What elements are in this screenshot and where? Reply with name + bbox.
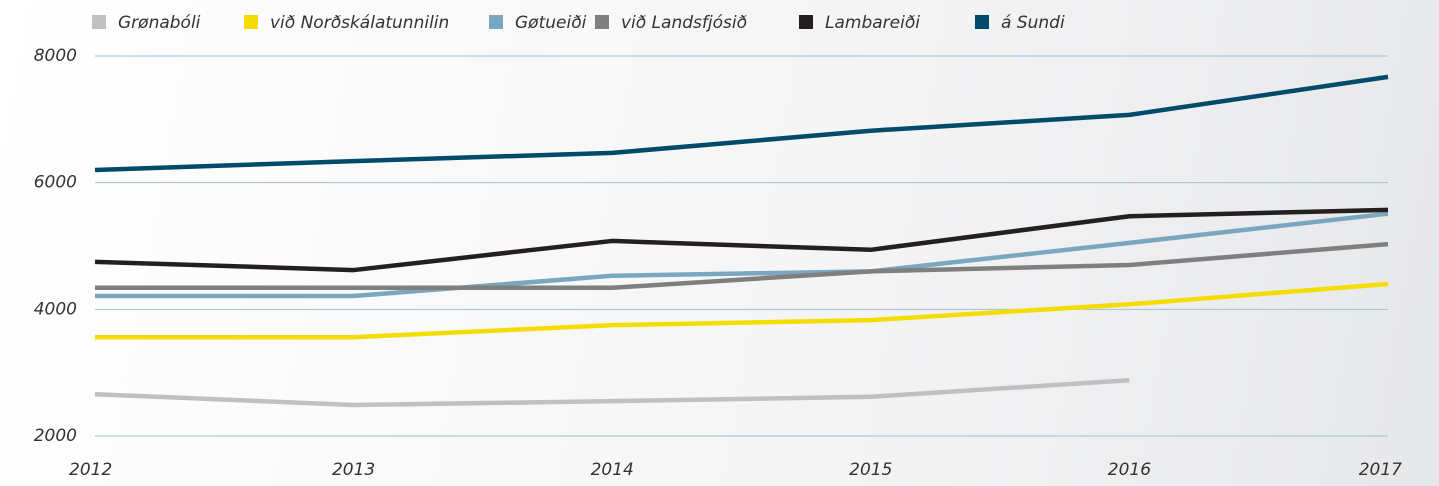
y-tick-label: 2000 bbox=[34, 426, 77, 446]
series-line bbox=[94, 378, 1130, 408]
legend-label: við Norðskálatunnilin bbox=[270, 13, 449, 33]
x-tick-label: 2017 bbox=[1359, 460, 1402, 480]
x-tick-label: 2013 bbox=[332, 460, 375, 480]
legend-swatch bbox=[489, 15, 503, 29]
legend-label: Gøtueiði bbox=[515, 13, 587, 33]
legend-label: við Landsfjósið bbox=[621, 13, 747, 33]
y-tick-label: 4000 bbox=[34, 299, 77, 319]
y-tick-label: 8000 bbox=[34, 46, 77, 66]
legend-swatch bbox=[595, 15, 609, 29]
x-tick-label: 2014 bbox=[591, 460, 634, 480]
x-tick-label: 2012 bbox=[69, 460, 112, 480]
legend-label: Grønabóli bbox=[118, 13, 201, 33]
series-line bbox=[94, 207, 1389, 273]
series-line bbox=[95, 281, 1389, 340]
legend-label: á Sundi bbox=[1001, 13, 1065, 33]
legend-label: Lambareiði bbox=[825, 13, 920, 33]
legend-swatch bbox=[799, 15, 813, 29]
series-line bbox=[95, 241, 1389, 291]
legend-swatch bbox=[244, 15, 258, 29]
x-tick-label: 2016 bbox=[1108, 460, 1151, 480]
x-tick-label: 2015 bbox=[849, 460, 892, 480]
y-tick-label: 6000 bbox=[34, 173, 77, 193]
series-line bbox=[95, 211, 1389, 299]
legend-swatch bbox=[92, 15, 106, 29]
series-line bbox=[94, 74, 1389, 173]
legend-swatch bbox=[975, 15, 989, 29]
